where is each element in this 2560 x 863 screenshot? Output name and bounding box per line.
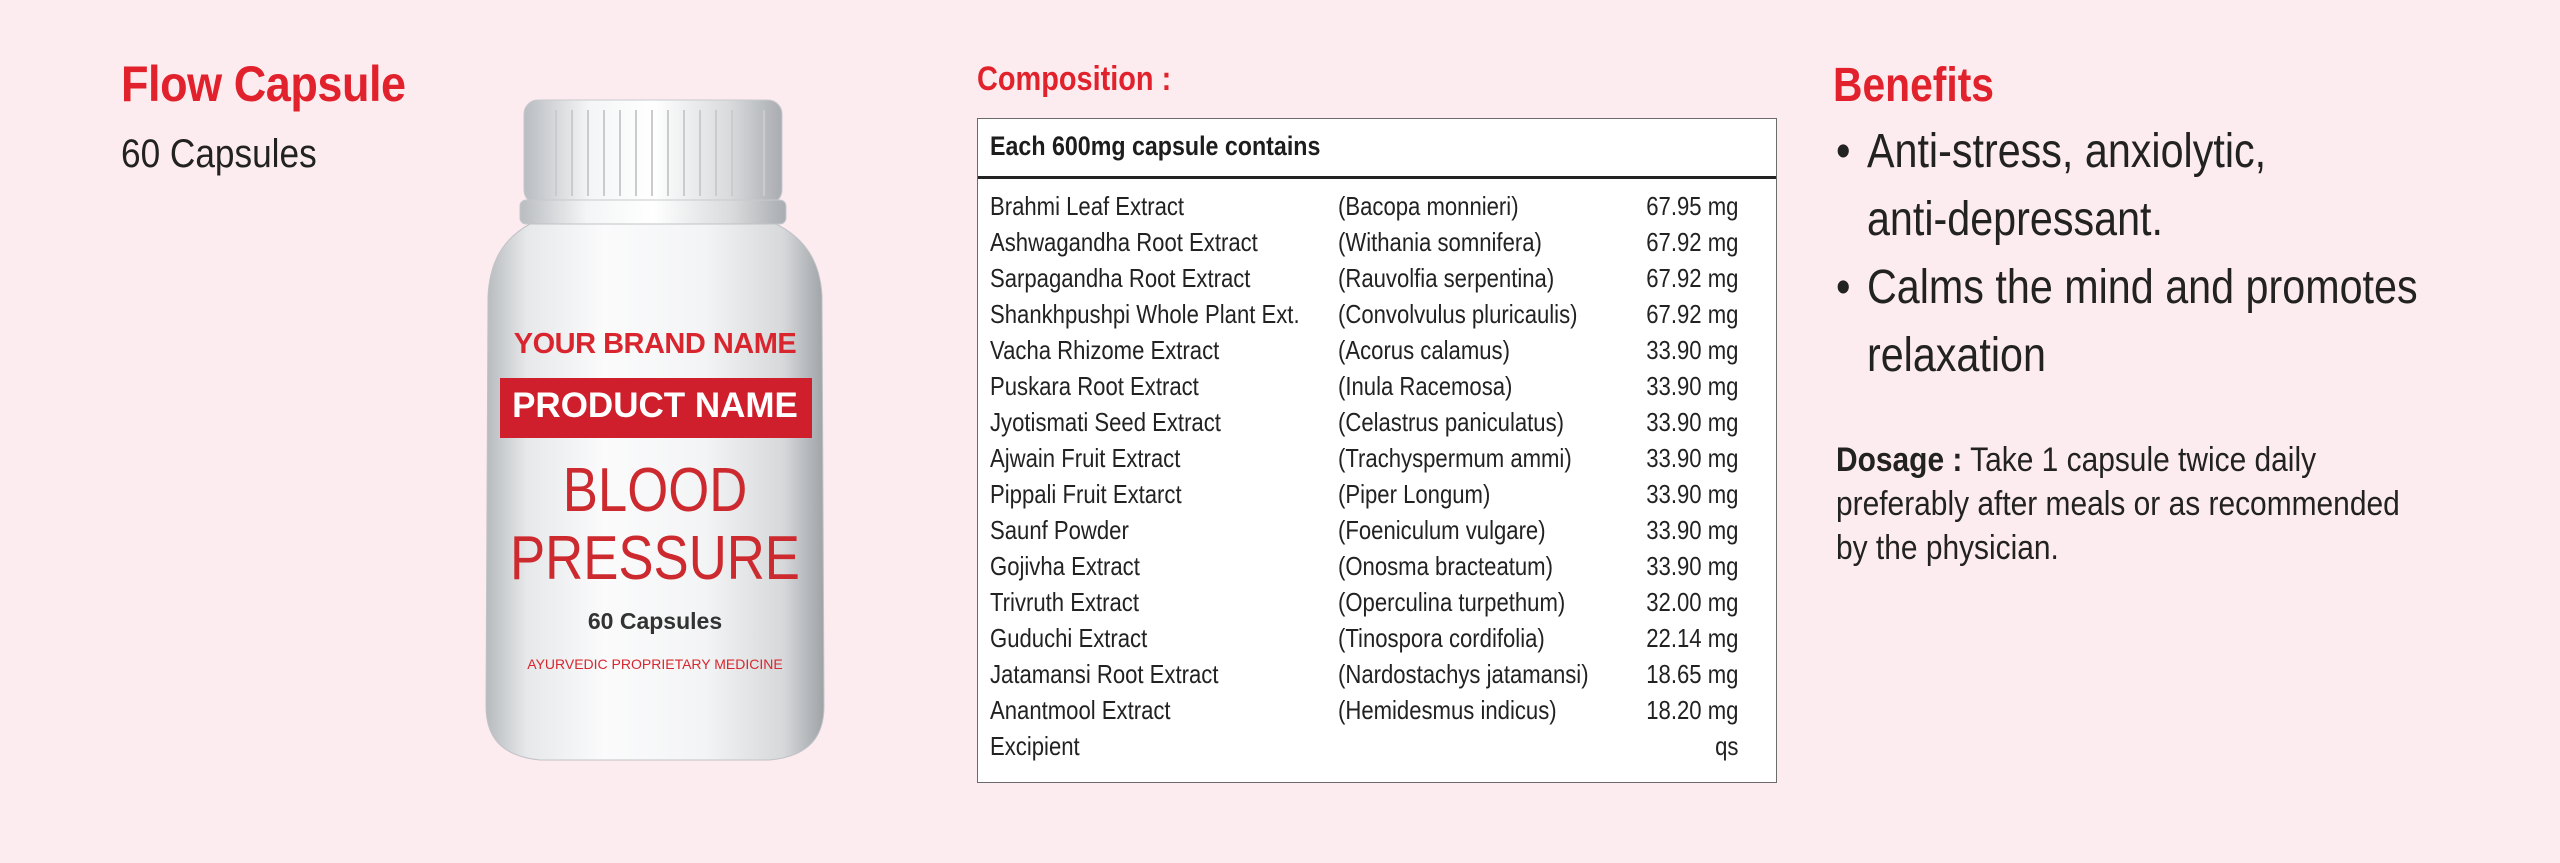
benefit-line2: relaxation — [1866, 329, 2046, 382]
bottle-tagline: AYURVEDIC PROPRIETARY MEDICINE — [527, 656, 783, 672]
ingredient-botanical: (Nardostachys jatamansi) — [1338, 659, 1589, 689]
table-row: Brahmi Leaf Extract (Bacopa monnieri) 67.9… — [978, 191, 1776, 227]
bottle-icon — [485, 99, 825, 761]
table-row: Vacha Rhizome Extract (Acorus calamus) 33.… — [978, 335, 1776, 371]
ingredient-amount: 33.90 mg — [1645, 551, 1738, 581]
table-row: Sarpagandha Root Extract (Rauvolfia serpe… — [978, 263, 1776, 299]
ingredient-botanical: (Convolvulus pluricaulis) — [1338, 299, 1578, 329]
table-row: Shankhpushpi Whole Plant Ext. (Convolvulu… — [978, 299, 1776, 335]
ingredient-name: Vacha Rhizome Extract — [990, 335, 1220, 365]
table-row: Trivruth Extract (Operculina turpethum) 32… — [978, 587, 1776, 623]
table-row: Puskara Root Extract (Inula Racemosa) 33.9… — [978, 371, 1776, 407]
table-row: Gojivha Extract (Onosma bracteatum) 33.90 … — [978, 551, 1776, 587]
ingredient-amount: 33.90 mg — [1645, 479, 1738, 509]
ingredient-name: Pippali Fruit Extarct — [990, 479, 1182, 509]
ingredient-botanical: (Hemidesmus indicus) — [1338, 695, 1557, 725]
composition-rows: Brahmi Leaf Extract (Bacopa monnieri) 67.9… — [978, 191, 1776, 767]
composition-table: Each 600mg capsule contains Brahmi Leaf … — [977, 118, 1777, 783]
ingredient-name: Ajwain Fruit Extract — [990, 443, 1181, 473]
ingredient-amount: 33.90 mg — [1645, 335, 1738, 365]
ingredient-amount: 33.90 mg — [1645, 371, 1738, 401]
table-row: Pippali Fruit Extarct (Piper Longum) 33.90… — [978, 479, 1776, 515]
ingredient-name: Gojivha Extract — [990, 551, 1140, 581]
ingredient-amount: 18.65 mg — [1645, 659, 1738, 689]
benefit-item: • Calms the mind and promotes relaxation — [1836, 254, 2418, 390]
product-name-banner — [500, 378, 812, 438]
product-bottle-image: YOUR BRAND NAME PRODUCT NAME BLOOD PRESS… — [470, 96, 840, 766]
ingredient-botanical: (Onosma bracteatum) — [1338, 551, 1553, 581]
product-count: 60 Capsules — [121, 132, 317, 176]
dosage-line1: Take 1 capsule twice daily — [1970, 441, 2317, 479]
ingredient-name: Ashwagandha Root Extract — [990, 227, 1258, 257]
ingredient-amount: 67.92 mg — [1645, 263, 1738, 293]
benefit-line1: Calms the mind and promotes — [1866, 261, 2418, 314]
dosage-line2: preferably after meals or as recommended — [1836, 485, 2400, 523]
bullet-icon: • — [1836, 261, 1851, 314]
dosage-line3: by the physician. — [1836, 529, 2059, 567]
table-row: Saunf Powder (Foeniculum vulgare) 33.90 mg — [978, 515, 1776, 551]
ingredient-name: Jyotismati Seed Extract — [990, 407, 1221, 437]
table-row: Excipient qs — [978, 731, 1776, 767]
ingredient-name: Guduchi Extract — [990, 623, 1148, 653]
ingredient-botanical: (Trachyspermum ammi) — [1338, 443, 1572, 473]
table-row: Jyotismati Seed Extract (Celastrus panicu… — [978, 407, 1776, 443]
bottle-capsule-count: 60 Capsules — [587, 608, 723, 634]
ingredient-name: Shankhpushpi Whole Plant Ext. — [990, 299, 1300, 329]
ingredient-botanical: (Rauvolfia serpentina) — [1338, 263, 1555, 293]
table-row: Guduchi Extract (Tinospora cordifolia) 22.… — [978, 623, 1776, 659]
ingredient-botanical: (Acorus calamus) — [1338, 335, 1510, 365]
table-row: Anantmool Extract (Hemidesmus indicus) 18.… — [978, 695, 1776, 731]
ingredient-botanical: (Withania somnifera) — [1338, 227, 1542, 257]
ingredient-amount: 33.90 mg — [1645, 443, 1738, 473]
ingredient-name: Jatamansi Root Extract — [990, 659, 1219, 689]
benefit-line1: Anti-stress, anxiolytic, — [1866, 125, 2267, 178]
ingredient-botanical: (Piper Longum) — [1338, 479, 1491, 509]
ingredient-amount: 22.14 mg — [1645, 623, 1738, 653]
bottle-product-name: PRODUCT NAME — [512, 386, 798, 425]
dosage-text: Dosage : Take 1 capsule twice daily pref… — [1836, 438, 2487, 570]
benefit-item: • Anti-stress, anxiolytic, anti-depressan… — [1836, 118, 2266, 254]
ingredient-amount: qs — [1714, 731, 1738, 761]
composition-table-header-text: Each 600mg capsule contains — [990, 131, 1321, 161]
product-title: Flow Capsule — [121, 56, 406, 112]
ingredient-amount: 18.20 mg — [1645, 695, 1738, 725]
ingredient-name: Brahmi Leaf Extract — [990, 191, 1185, 221]
table-row: Jatamansi Root Extract (Nardostachys jata… — [978, 659, 1776, 695]
ingredient-botanical: (Bacopa monnieri) — [1338, 191, 1519, 221]
ingredient-name: Trivruth Extract — [990, 587, 1140, 617]
table-row: Ashwagandha Root Extract (Withania somnif… — [978, 227, 1776, 263]
bullet-icon: • — [1836, 125, 1851, 178]
ingredient-amount: 67.92 mg — [1645, 227, 1738, 257]
ingredient-amount: 33.90 mg — [1645, 407, 1738, 437]
composition-heading: Composition : — [977, 60, 1172, 98]
dosage-label: Dosage : — [1836, 441, 1963, 479]
ingredient-botanical: (Celastrus paniculatus) — [1338, 407, 1565, 437]
ingredient-name: Puskara Root Extract — [990, 371, 1199, 401]
ingredient-name: Anantmool Extract — [990, 695, 1171, 725]
ingredient-name: Excipient — [990, 731, 1080, 761]
ingredient-botanical: (Inula Racemosa) — [1338, 371, 1513, 401]
bottle-line1: BLOOD — [562, 456, 748, 525]
benefits-heading: Benefits — [1833, 59, 1994, 112]
table-row: Ajwain Fruit Extract (Trachyspermum ammi)… — [978, 443, 1776, 479]
bottle-line2: PRESSURE — [510, 524, 800, 593]
ingredient-name: Sarpagandha Root Extract — [990, 263, 1251, 293]
benefit-line2: anti-depressant. — [1866, 193, 2163, 246]
ingredient-amount: 32.00 mg — [1645, 587, 1738, 617]
ingredient-amount: 67.95 mg — [1645, 191, 1738, 221]
ingredient-botanical: (Operculina turpethum) — [1338, 587, 1566, 617]
composition-table-header: Each 600mg capsule contains — [978, 119, 1776, 179]
ingredient-botanical: (Foeniculum vulgare) — [1338, 515, 1546, 545]
bottle-brand-name: YOUR BRAND NAME — [513, 328, 797, 360]
ingredient-amount: 67.92 mg — [1645, 299, 1738, 329]
ingredient-name: Saunf Powder — [990, 515, 1129, 545]
ingredient-botanical: (Tinospora cordifolia) — [1338, 623, 1545, 653]
ingredient-amount: 33.90 mg — [1645, 515, 1738, 545]
